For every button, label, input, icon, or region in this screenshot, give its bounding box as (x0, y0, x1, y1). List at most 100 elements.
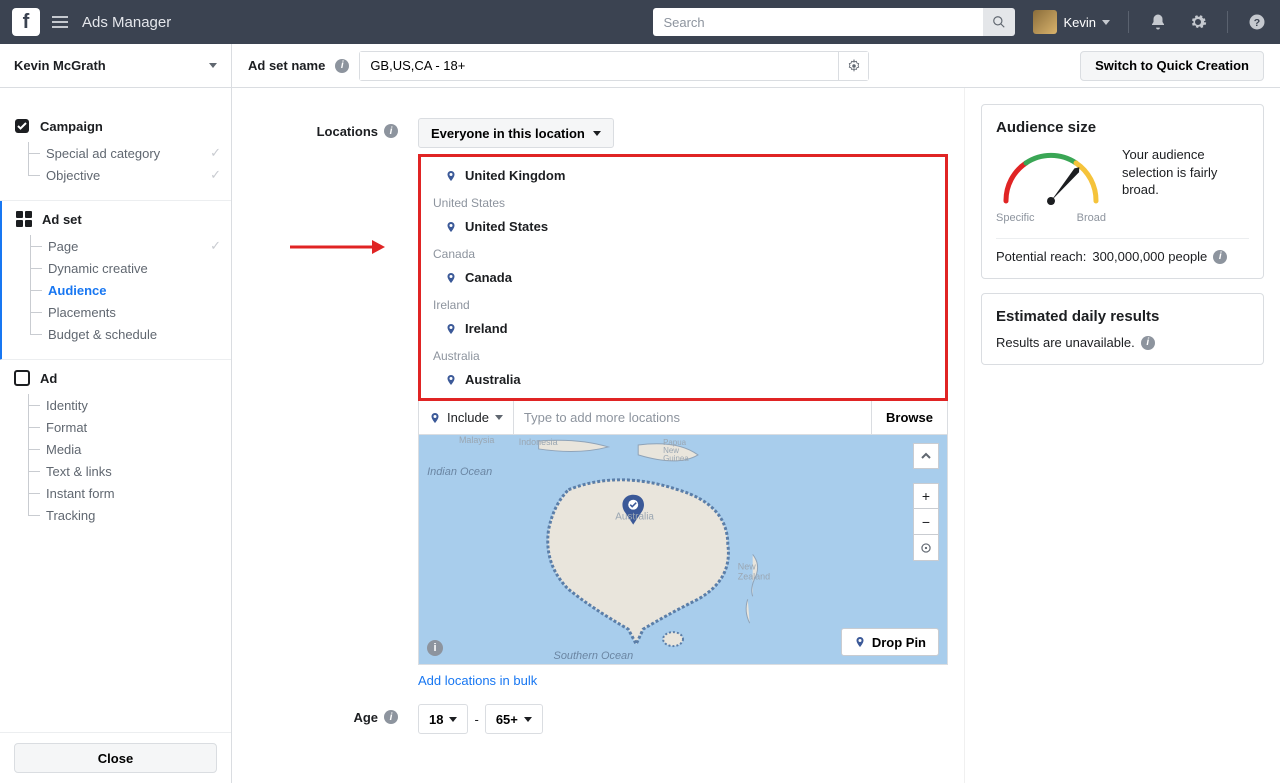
location-item[interactable]: Australia (433, 369, 933, 390)
svg-text:Australia: Australia (615, 512, 654, 523)
annotation-arrow (290, 237, 385, 257)
notifications-button[interactable] (1147, 11, 1169, 33)
chevron-down-icon (593, 131, 601, 136)
gauge-icon (996, 146, 1106, 208)
location-group-header: Canada (433, 247, 933, 261)
tree-item[interactable]: Special ad category✓ (28, 142, 231, 164)
target-icon (919, 541, 933, 555)
location-name: United States (465, 219, 548, 234)
estimated-results-title: Estimated daily results (996, 308, 1249, 325)
campaign-tree: Special ad category✓Objective✓ (28, 142, 231, 186)
adset-name-field-wrap (359, 51, 869, 81)
section-head-ad[interactable]: Ad (0, 366, 231, 394)
location-mode-dropdown[interactable]: Everyone in this location (418, 118, 614, 148)
section-head-campaign[interactable]: Campaign (0, 114, 231, 142)
adset-name-settings-button[interactable] (838, 52, 868, 80)
location-item[interactable]: United States (433, 216, 933, 237)
age-to-dropdown[interactable]: 65+ (485, 704, 543, 734)
account-selector[interactable]: Kevin McGrath (0, 44, 231, 88)
estimated-results-card: Estimated daily results Results are unav… (981, 293, 1264, 365)
location-name: United Kingdom (465, 168, 565, 183)
chevron-down-icon (449, 717, 457, 722)
search-input[interactable] (653, 8, 983, 36)
settings-button[interactable] (1187, 11, 1209, 33)
svg-text:Indian Ocean: Indian Ocean (427, 466, 492, 478)
map-collapse-button[interactable] (913, 443, 939, 469)
add-location-row: Include Browse (418, 401, 948, 435)
tree-item[interactable]: Dynamic creative (30, 257, 231, 279)
include-exclude-dropdown[interactable]: Include (419, 401, 514, 434)
map-zoom-controls: + − (913, 483, 939, 561)
tree-item[interactable]: Objective✓ (28, 164, 231, 186)
gauge-label-broad: Broad (1077, 212, 1106, 224)
map-info-button[interactable]: i (427, 640, 443, 656)
chevron-down-icon (524, 717, 532, 722)
hamburger-icon[interactable] (52, 12, 72, 32)
facebook-logo[interactable]: f (12, 8, 40, 36)
section-head-adset[interactable]: Ad set (2, 207, 231, 235)
location-item[interactable]: Ireland (433, 318, 933, 339)
tree-item-label: Objective (46, 168, 210, 183)
tree-item-label: Placements (48, 305, 231, 320)
gear-icon (1189, 13, 1207, 31)
map-locate-button[interactable] (913, 535, 939, 561)
check-icon: ✓ (210, 145, 221, 161)
help-button[interactable]: ? (1246, 11, 1268, 33)
results-text: Results are unavailable. (996, 335, 1135, 350)
switch-quick-creation-button[interactable]: Switch to Quick Creation (1080, 51, 1264, 81)
tree-item-label: Page (48, 239, 210, 254)
tree-item[interactable]: Placements (30, 301, 231, 323)
adset-tree: Page✓Dynamic creativeAudience Placements B… (30, 235, 231, 345)
adset-icon (16, 211, 32, 227)
tree-item[interactable]: Media (28, 438, 231, 460)
info-icon[interactable]: i (384, 710, 398, 724)
location-item[interactable]: United Kingdom (433, 165, 933, 186)
close-button[interactable]: Close (14, 743, 217, 773)
bell-icon (1149, 13, 1167, 31)
ad-tree: Identity Format MediaText & linksInstant f… (28, 394, 231, 526)
location-map[interactable]: Indian Ocean Southern Ocean Australia Ne… (418, 435, 948, 665)
info-icon[interactable]: i (1141, 336, 1155, 350)
location-name: Ireland (465, 321, 508, 336)
audience-size-title: Audience size (996, 119, 1249, 136)
pin-icon (445, 221, 457, 233)
add-locations-bulk-link[interactable]: Add locations in bulk (418, 673, 537, 688)
location-name: Australia (465, 372, 521, 387)
adset-name-input[interactable] (360, 52, 838, 80)
age-from-dropdown[interactable]: 18 (418, 704, 468, 734)
pin-icon (854, 636, 866, 648)
tree-item[interactable]: Instant form (28, 482, 231, 504)
location-group-header: Ireland (433, 298, 933, 312)
tree-item[interactable]: Tracking (28, 504, 231, 526)
user-menu[interactable]: Kevin (1033, 10, 1110, 34)
info-icon[interactable]: i (1213, 250, 1227, 264)
map-zoom-in-button[interactable]: + (913, 483, 939, 509)
chevron-up-icon (920, 450, 932, 462)
svg-text:Southern Ocean: Southern Ocean (554, 650, 634, 662)
age-field: Age i 18 - 65+ (248, 704, 948, 734)
tree-item[interactable]: Page✓ (30, 235, 231, 257)
info-icon[interactable]: i (384, 124, 398, 138)
selected-locations-box: United KingdomUnited StatesUnited States… (418, 154, 948, 401)
location-item[interactable]: Canada (433, 267, 933, 288)
tree-item[interactable]: Budget & schedule (30, 323, 231, 345)
global-search (653, 8, 1015, 36)
search-button[interactable] (983, 8, 1015, 36)
chevron-down-icon (1102, 20, 1110, 25)
section-ad: Ad Identity Format MediaText & linksInstan… (0, 360, 231, 540)
add-location-input[interactable] (514, 401, 871, 434)
locations-label: Locations (317, 124, 378, 139)
map-zoom-out-button[interactable]: − (913, 509, 939, 535)
drop-pin-button[interactable]: Drop Pin (841, 628, 939, 656)
tree-item[interactable]: Format (28, 416, 231, 438)
pin-icon (445, 170, 457, 182)
map-controls (913, 443, 939, 469)
tree-item[interactable]: Text & links (28, 460, 231, 482)
tree-item[interactable]: Identity (28, 394, 231, 416)
browse-locations-button[interactable]: Browse (871, 401, 947, 434)
main-area: Ad set name i Switch to Quick Creation L… (232, 44, 1280, 783)
tree-item[interactable]: Audience (30, 279, 231, 301)
tree-item-label: Format (46, 420, 231, 435)
info-icon[interactable]: i (335, 59, 349, 73)
adset-header-row: Ad set name i Switch to Quick Creation (232, 44, 1280, 88)
